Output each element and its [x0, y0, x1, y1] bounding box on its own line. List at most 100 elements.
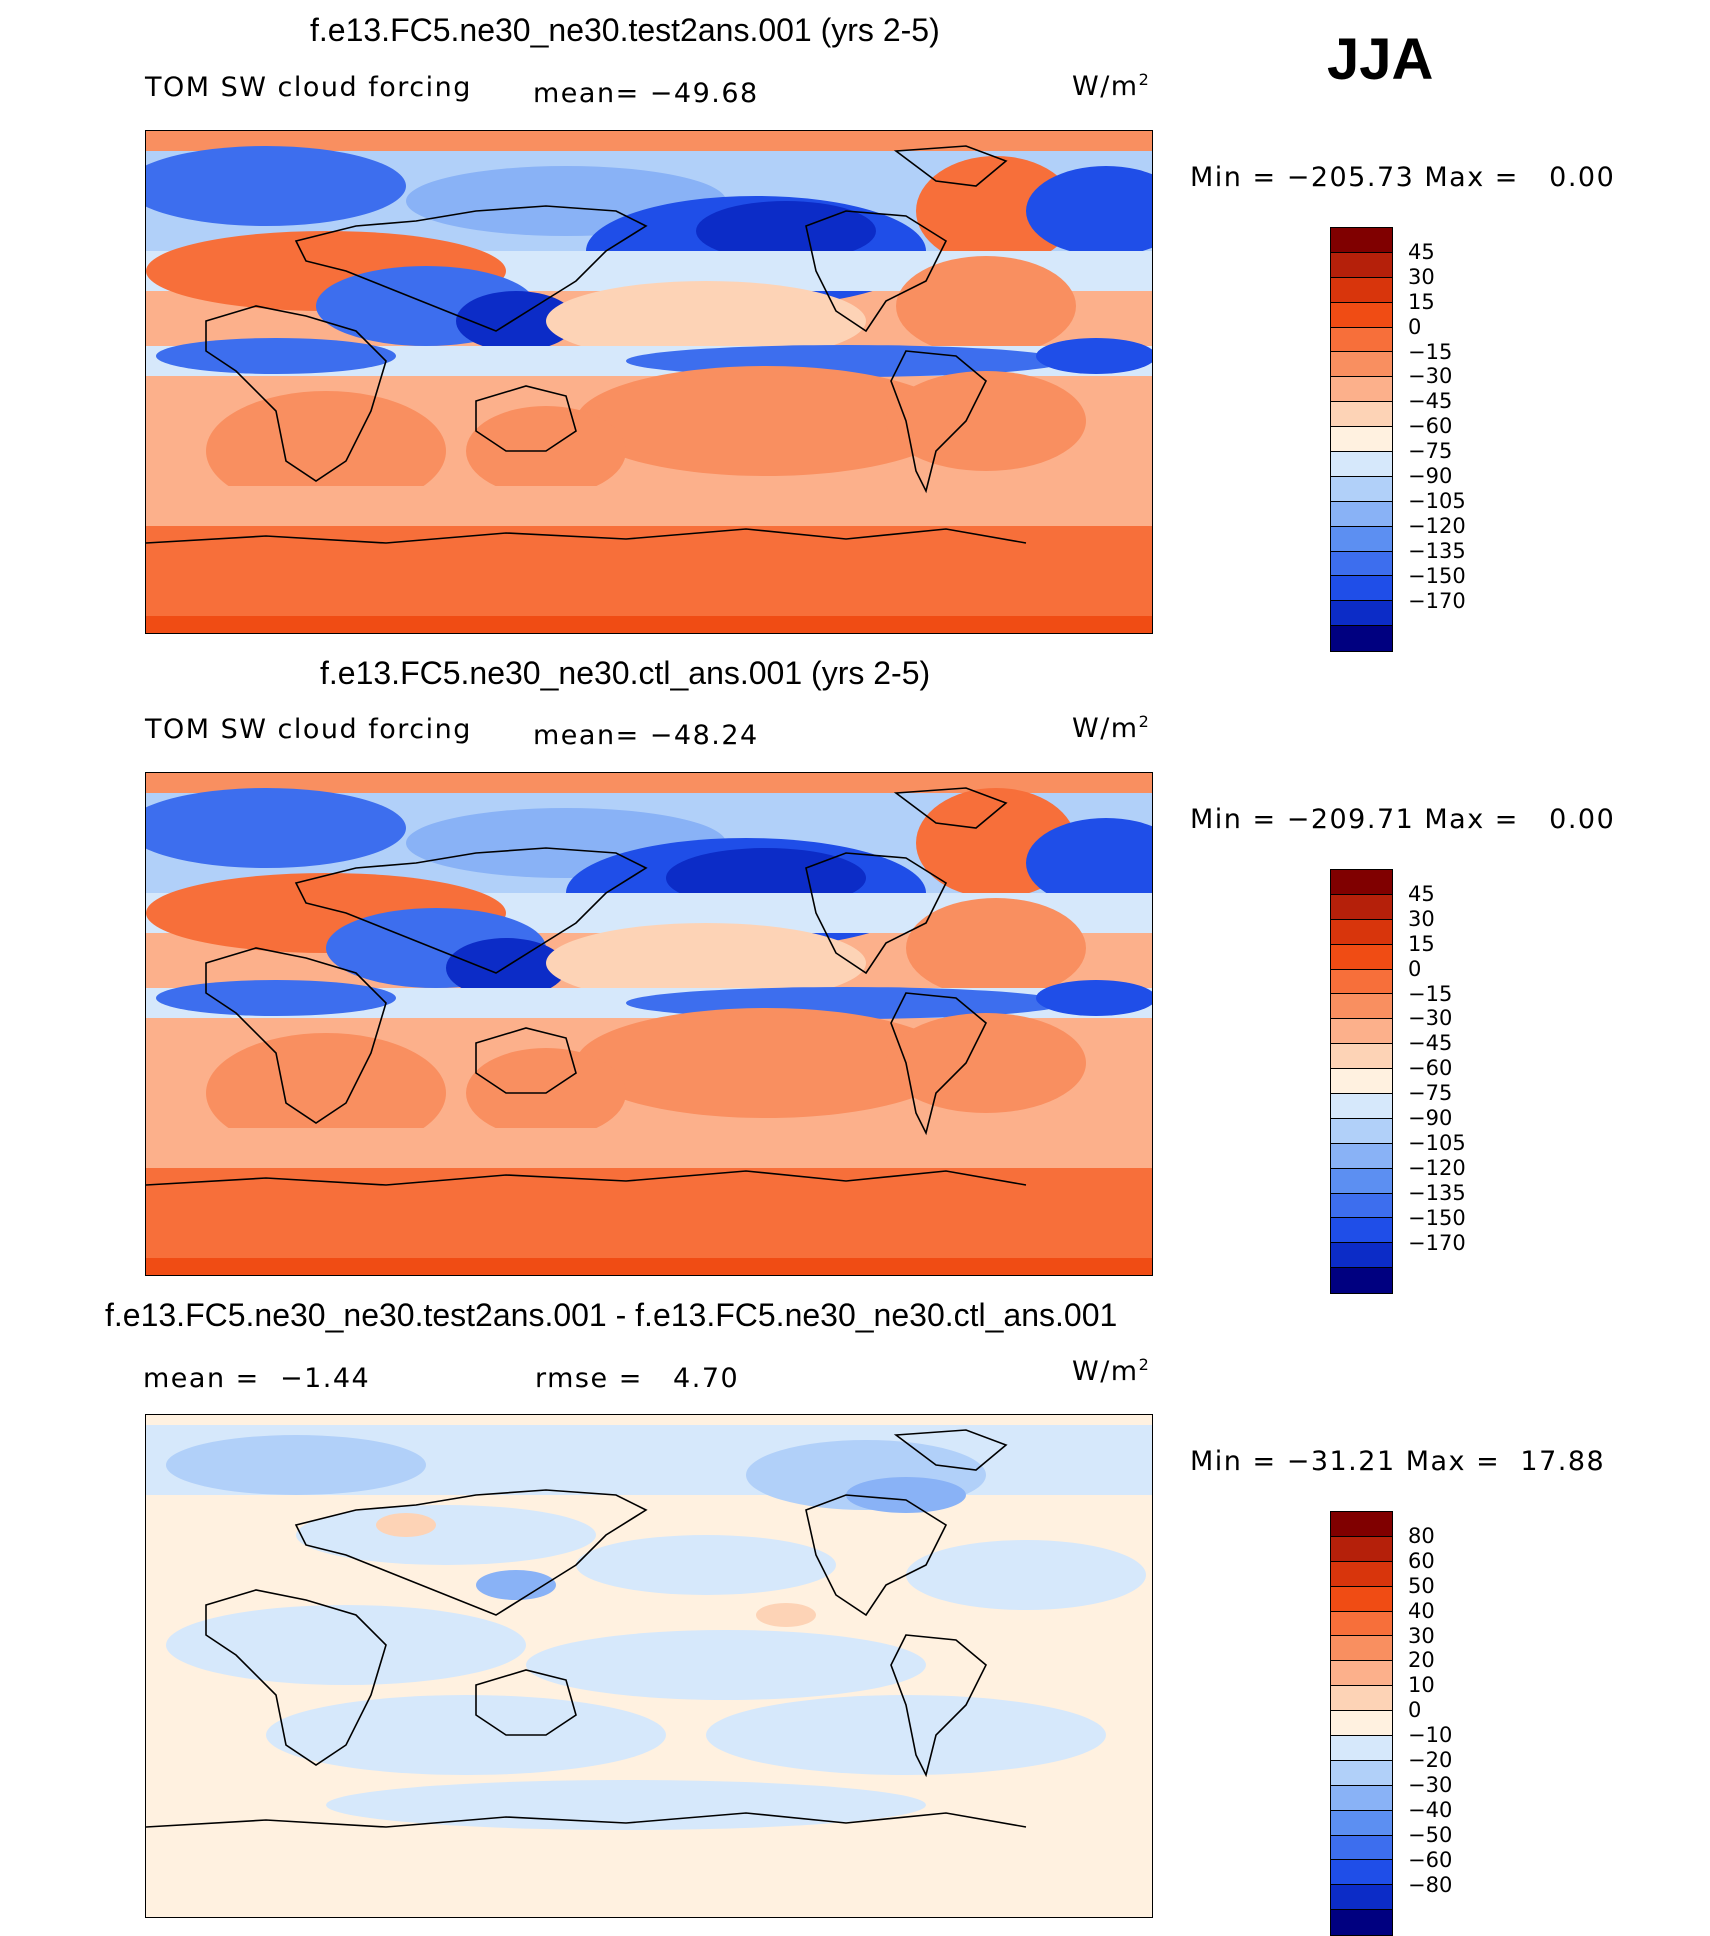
colorbar-swatch [1331, 601, 1392, 627]
panel-1-map-field [146, 131, 1152, 633]
panel-2-map [145, 772, 1153, 1276]
colorbar-label: −150 [1408, 1205, 1466, 1230]
colorbar-swatch [1331, 1611, 1392, 1637]
panel-3-mean: mean = −1.44 [143, 1363, 371, 1394]
colorbar-swatch [1331, 402, 1392, 428]
colorbar-label: 20 [1408, 1648, 1435, 1673]
panel-3-map-field [146, 1415, 1152, 1917]
colorbar-swatch [1331, 526, 1392, 552]
colorbar-label: −30 [1408, 364, 1453, 389]
panel-1-colorbar [1330, 227, 1393, 653]
colorbar-label: 0 [1408, 314, 1422, 339]
colorbar-swatch [1331, 1586, 1392, 1612]
colorbar-swatch [1331, 427, 1392, 453]
colorbar-swatch [1331, 1885, 1392, 1911]
colorbar-swatch [1331, 1044, 1392, 1070]
colorbar-swatch [1331, 277, 1392, 303]
panel-3-rmse: rmse = 4.70 [535, 1363, 740, 1394]
colorbar-label: −120 [1408, 513, 1466, 538]
colorbar-swatch [1331, 1193, 1392, 1219]
colorbar-label: −60 [1408, 1056, 1453, 1081]
panel-1-minmax: Min = −205.73 Max = 0.00 [1190, 162, 1616, 193]
colorbar-label: 10 [1408, 1673, 1435, 1698]
colorbar-swatch [1331, 1835, 1392, 1861]
colorbar-swatch [1331, 1686, 1392, 1712]
colorbar-label: −135 [1408, 1180, 1466, 1205]
colorbar-label: −90 [1408, 464, 1453, 488]
colorbar-label: −60 [1408, 414, 1453, 439]
colorbar-swatch [1331, 994, 1392, 1020]
panel-1-title: f.e13.FC5.ne30_ne30.test2ans.001 (yrs 2-… [310, 12, 940, 48]
colorbar-label: −75 [1408, 439, 1453, 464]
colorbar-label: −105 [1408, 1130, 1466, 1155]
colorbar-label: −120 [1408, 1155, 1466, 1180]
colorbar-swatch [1331, 327, 1392, 353]
colorbar-swatch [1331, 1536, 1392, 1562]
panel-1-map [145, 130, 1153, 634]
panel-2-minmax: Min = −209.71 Max = 0.00 [1190, 804, 1616, 835]
colorbar-swatch [1331, 1860, 1392, 1886]
colorbar-swatch [1331, 576, 1392, 602]
panel-3-minmax: Min = −31.21 Max = 17.88 [1190, 1446, 1606, 1477]
colorbar-swatch [1331, 1785, 1392, 1811]
colorbar-swatch [1331, 377, 1392, 403]
colorbar-swatch [1331, 1711, 1392, 1737]
colorbar-label: −170 [1408, 588, 1466, 613]
colorbar-swatch [1331, 1910, 1392, 1936]
panel-2-units: W/m2 [1072, 712, 1151, 744]
colorbar-swatch [1331, 1760, 1392, 1786]
colorbar-swatch [1331, 1019, 1392, 1045]
colorbar-swatch [1331, 228, 1392, 253]
colorbar-label: −10 [1408, 1723, 1453, 1748]
colorbar-swatch [1331, 870, 1392, 895]
colorbar-swatch [1331, 551, 1392, 577]
panel-1-units: W/m2 [1072, 70, 1151, 102]
colorbar-swatch [1331, 1118, 1392, 1144]
colorbar-label: −20 [1408, 1748, 1453, 1772]
panel-3-colorbar [1330, 1511, 1393, 1936]
colorbar-label: −135 [1408, 538, 1466, 563]
colorbar-label: 80 [1408, 1523, 1435, 1548]
colorbar-swatch [1331, 1268, 1392, 1294]
colorbar-swatch [1331, 252, 1392, 278]
colorbar-swatch [1331, 1810, 1392, 1836]
panel-2-title: f.e13.FC5.ne30_ne30.ctl_ans.001 (yrs 2-5… [320, 655, 931, 691]
colorbar-label: −30 [1408, 1772, 1453, 1797]
colorbar-label: 0 [1408, 1698, 1422, 1723]
colorbar-label: 50 [1408, 1573, 1435, 1598]
colorbar-swatch [1331, 1561, 1392, 1587]
colorbar-label: 40 [1408, 1598, 1435, 1623]
colorbar-swatch [1331, 944, 1392, 970]
panel-2-map-field [146, 773, 1152, 1275]
colorbar-label: 30 [1408, 264, 1435, 289]
colorbar-label: −45 [1408, 1031, 1453, 1056]
panel-2-mean: mean= −48.24 [533, 720, 759, 751]
colorbar-label: −50 [1408, 1822, 1453, 1847]
panel-1-mean: mean= −49.68 [533, 78, 759, 109]
colorbar-label: 45 [1408, 881, 1435, 906]
colorbar-label: −30 [1408, 1006, 1453, 1031]
colorbar-swatch [1331, 1143, 1392, 1169]
colorbar-label: 60 [1408, 1548, 1435, 1573]
colorbar-label: 15 [1408, 289, 1435, 314]
colorbar-label: −105 [1408, 488, 1466, 513]
colorbar-label: −40 [1408, 1797, 1453, 1822]
colorbar-label: 15 [1408, 931, 1435, 956]
colorbar-label: −90 [1408, 1106, 1453, 1130]
season-label: JJA [1327, 27, 1434, 92]
colorbar-label: −80 [1408, 1872, 1453, 1897]
colorbar-swatch [1331, 1094, 1392, 1119]
panel-2-colorbar [1330, 869, 1393, 1295]
colorbar-swatch [1331, 1069, 1392, 1095]
colorbar-swatch [1331, 626, 1392, 652]
panel-3-title: f.e13.FC5.ne30_ne30.test2ans.001 - f.e13… [105, 1297, 1118, 1333]
colorbar-label: 45 [1408, 239, 1435, 264]
colorbar-label: −15 [1408, 981, 1453, 1006]
colorbar-swatch [1331, 452, 1392, 477]
colorbar-swatch [1331, 969, 1392, 995]
panel-3-units: W/m2 [1072, 1355, 1151, 1387]
colorbar-swatch [1331, 1512, 1392, 1537]
colorbar-label: −45 [1408, 389, 1453, 414]
colorbar-label: −60 [1408, 1847, 1453, 1872]
colorbar-swatch [1331, 352, 1392, 378]
